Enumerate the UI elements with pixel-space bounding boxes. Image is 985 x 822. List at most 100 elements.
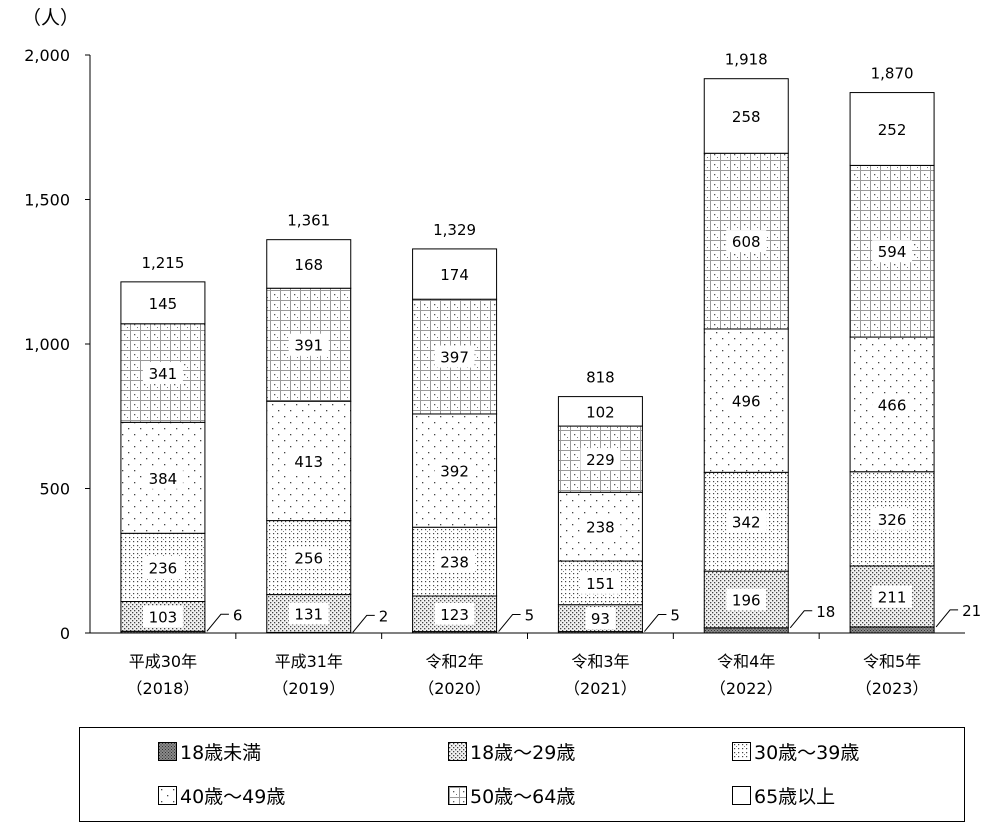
legend-label: 40歳～49歳 (180, 785, 286, 808)
data-label-30-39: 238 (440, 554, 469, 572)
x-category-year: （2019） (272, 679, 345, 698)
bar-total-label: 1,918 (725, 51, 768, 69)
data-label-40-49: 496 (732, 393, 761, 411)
y-unit-label: （人） (22, 7, 79, 29)
y-tick-label: 1,500 (24, 191, 70, 210)
data-label-box (434, 550, 475, 573)
callout-leader-line (498, 614, 521, 632)
data-label-box (580, 571, 621, 594)
bar-segment-under-18 (849, 626, 935, 634)
data-label-40-49: 238 (586, 519, 615, 537)
data-label-65-plus: 102 (586, 403, 615, 421)
data-label-box (580, 448, 621, 471)
stacked-bar-chart: （人） 0 500 1,000 1,500 2,000 103 236 384 341 145 1… (22, 7, 981, 698)
y-tick-label: 1,000 (24, 335, 70, 354)
legend-label: 18歳～29歳 (470, 741, 576, 764)
data-label-box (872, 507, 913, 530)
legend-item: 40歳～49歳 (158, 780, 285, 810)
legend-item: 65歳以上 (732, 780, 835, 810)
legend-swatch-30-39 (732, 741, 751, 761)
x-category-label: 令和5年 (863, 652, 921, 671)
data-label-box (585, 607, 616, 630)
data-label-30-39: 236 (149, 559, 178, 577)
data-label-box (580, 400, 621, 423)
data-label-under-18: 2 (379, 607, 389, 625)
data-label-box (288, 546, 329, 569)
callout-leader-line (206, 613, 229, 632)
data-label-box (726, 510, 767, 533)
legend-item: 18歳未満 (158, 736, 261, 766)
data-label-box (142, 466, 183, 489)
data-label-box (872, 393, 913, 416)
x-category-year: （2023） (856, 679, 929, 698)
data-label-box (872, 585, 913, 608)
callout-leader-line (644, 614, 667, 632)
data-label-under-18: 18 (816, 603, 835, 621)
data-label-50-64: 341 (149, 365, 178, 383)
data-label-30-39: 151 (586, 575, 615, 593)
legend-swatch-18-29 (448, 741, 467, 761)
x-category-year: （2020） (418, 679, 491, 698)
x-category-label: 令和2年 (425, 652, 483, 671)
data-label-50-64: 608 (732, 233, 761, 251)
bar-segment-under-18 (703, 627, 789, 634)
y-tick-label: 0 (60, 624, 70, 643)
legend-swatch-under-18 (158, 741, 177, 761)
x-category-year: （2021） (564, 679, 637, 698)
legend-swatch-40-49 (158, 785, 177, 805)
data-label-18-29: 196 (732, 591, 761, 609)
x-category-year: （2018） (127, 679, 200, 698)
data-label-box (872, 117, 913, 140)
y-tick-label: 2,000 (24, 46, 70, 65)
bar-total-label: 1,870 (871, 65, 914, 83)
data-label-box (142, 556, 183, 579)
x-category-label: 平成31年 (275, 652, 343, 671)
data-label-box (580, 515, 621, 538)
data-label-50-64: 594 (878, 243, 907, 261)
data-label-under-18: 21 (962, 602, 981, 620)
data-label-65-plus: 145 (149, 295, 178, 313)
data-label-40-49: 384 (149, 470, 178, 488)
callout-leader-line (352, 614, 375, 633)
data-label-box (434, 263, 475, 286)
legend-swatch-65-plus (732, 785, 751, 805)
bar-total-label: 1,361 (287, 212, 330, 230)
data-label-18-29: 131 (294, 605, 323, 623)
data-label-30-39: 326 (878, 511, 907, 529)
data-label-65-plus: 258 (732, 108, 761, 126)
data-label-18-29: 211 (878, 588, 907, 606)
x-category-label: 平成30年 (129, 652, 197, 671)
data-label-30-39: 342 (732, 514, 761, 532)
data-label-box (288, 252, 329, 275)
data-label-50-64: 229 (586, 451, 615, 469)
bar-total-label: 1,329 (433, 221, 476, 239)
data-label-box (872, 240, 913, 263)
data-label-50-64: 391 (294, 337, 323, 355)
x-category-label: 令和4年 (717, 652, 775, 671)
data-label-50-64: 397 (440, 349, 469, 367)
data-label-box (726, 588, 767, 611)
data-label-30-39: 256 (294, 550, 323, 568)
x-category-label: 令和3年 (571, 652, 629, 671)
data-label-under-18: 5 (670, 607, 680, 625)
legend: 18歳未満 18歳～29歳 30歳～39歳 40歳～49歳 50歳～64歳 65… (79, 727, 965, 822)
bar-total-label: 818 (586, 369, 615, 387)
legend-label: 50歳～64歳 (470, 785, 576, 808)
data-label-65-plus: 174 (440, 266, 469, 284)
data-label-box (142, 291, 183, 314)
data-label-40-49: 413 (294, 453, 323, 471)
data-label-box (434, 602, 475, 625)
data-label-40-49: 392 (440, 463, 469, 481)
legend-item: 18歳～29歳 (448, 736, 575, 766)
legend-item: 30歳～39歳 (732, 736, 859, 766)
data-label-box (434, 345, 475, 368)
legend-label: 65歳以上 (754, 785, 836, 808)
data-label-box (288, 602, 329, 625)
data-label-18-29: 123 (440, 606, 469, 624)
data-label-box (142, 362, 183, 385)
data-label-box (434, 459, 475, 482)
callout-leader-line (935, 609, 959, 628)
legend-label: 30歳～39歳 (754, 741, 860, 764)
data-label-under-18: 6 (233, 606, 243, 624)
legend-label: 18歳未満 (180, 741, 262, 764)
